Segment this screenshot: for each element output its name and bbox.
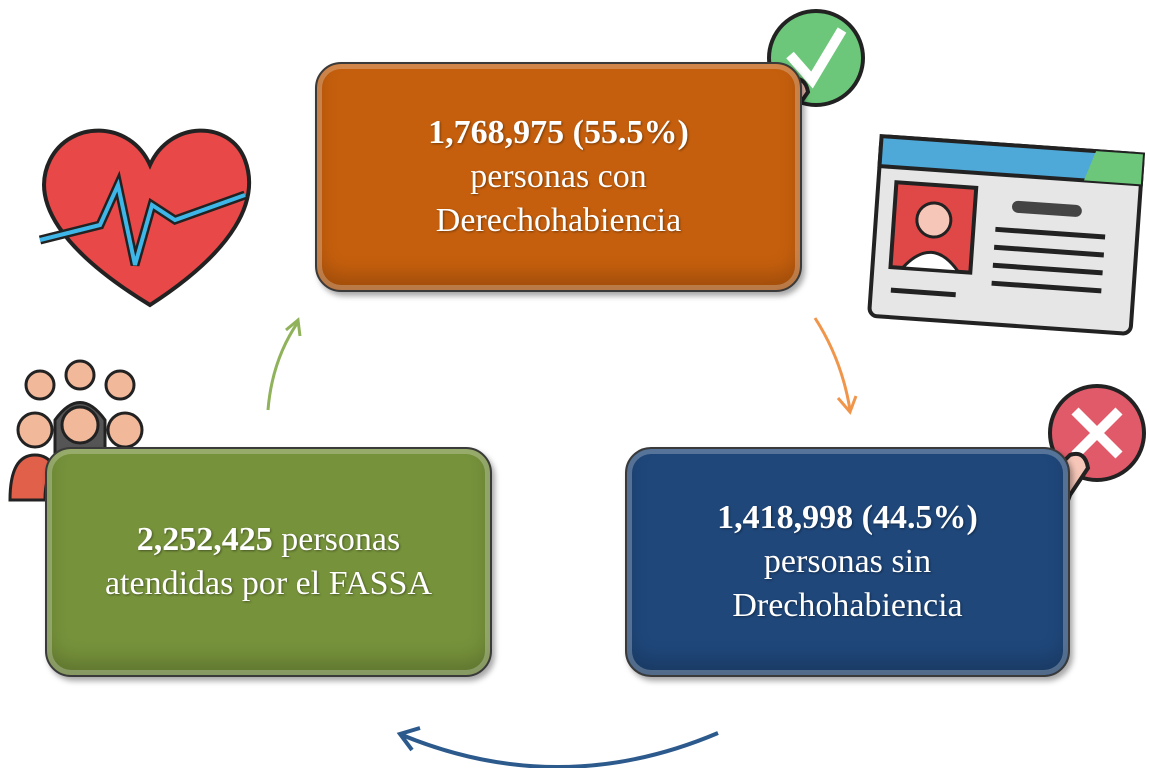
node-text: personas con	[470, 155, 647, 199]
node-box: 1,418,998 (44.5%) personas sin Drechohab…	[625, 447, 1070, 677]
node-text: atendidas por el FASSA	[105, 562, 432, 606]
node-box: 2,252,425 personas atendidas por el FASS…	[45, 447, 492, 677]
node-box: 1,768,975 (55.5%) personas con Derechoha…	[315, 62, 802, 292]
node-text: Drechohabiencia	[732, 584, 962, 628]
node-value: 1,418,998 (44.5%)	[717, 496, 978, 540]
page: 1,768,975 (55.5%) personas con Derechoha…	[0, 0, 1150, 768]
node-text: personas sin	[764, 540, 931, 584]
heart-icon	[40, 131, 249, 305]
node-text: personas	[281, 521, 400, 558]
node-line: 2,252,425 personas	[137, 518, 400, 562]
arrow	[402, 733, 718, 767]
node-value: 2,252,425	[137, 521, 273, 558]
node-value: 1,768,975 (55.5%)	[428, 111, 689, 155]
node-text: Derechohabiencia	[436, 199, 681, 243]
arrow	[268, 322, 298, 410]
id-card-icon	[869, 136, 1143, 334]
arrow	[815, 318, 850, 410]
